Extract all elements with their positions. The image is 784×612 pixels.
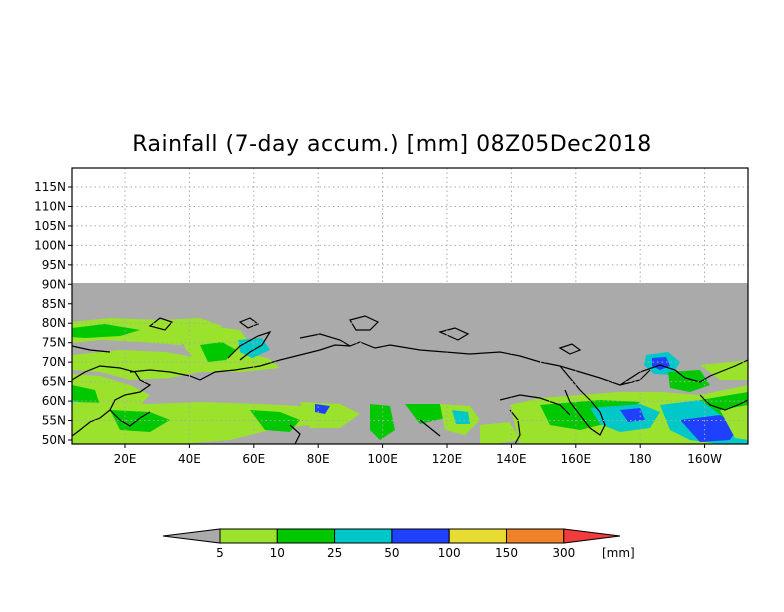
coastline-svalbard — [148, 317, 174, 331]
coastline-novaya-zemlya — [227, 330, 272, 361]
coastline-severnaya-zemlya — [349, 315, 380, 331]
rain-patch-siberia-2 — [370, 404, 395, 440]
coastline-lake-baikal — [419, 419, 441, 437]
coastline-okhotsk — [499, 394, 571, 416]
lat-tick-label: 60N — [42, 394, 66, 408]
lat-tick-label: 50N — [42, 433, 66, 447]
lon-tick-label: 180 — [629, 452, 652, 466]
lon-tick-label: 140E — [496, 452, 527, 466]
rain-patch-aleutian-blue — [680, 415, 740, 442]
coastline-greenland — [72, 345, 111, 353]
colorbar-segment — [506, 528, 565, 544]
lon-tick-label: 40E — [178, 452, 201, 466]
lat-tick-label: 65N — [42, 375, 66, 389]
coastline-wrangel — [558, 343, 582, 355]
rainfall-patches — [72, 318, 748, 444]
lon-tick-label: 160E — [561, 452, 592, 466]
colorbar-tick-label: 100 — [438, 546, 461, 560]
coastline-chukotka — [619, 359, 748, 386]
rain-patch-arctic-west-core — [72, 324, 140, 338]
coastlines — [72, 315, 748, 444]
coastline-caspian — [289, 424, 301, 444]
lat-tick-label: 85N — [42, 297, 66, 311]
colorbar-tick-label: 150 — [495, 546, 518, 560]
coastline-alaska — [699, 394, 748, 411]
colorbar-tick-label: 10 — [270, 546, 285, 560]
coastline-kola — [129, 369, 201, 381]
colorbar-tick-label: 25 — [327, 546, 342, 560]
lon-tick-label: 100E — [367, 452, 398, 466]
lat-tick-label: 70N — [42, 355, 66, 369]
gridlines — [72, 168, 748, 444]
plot-frame — [71, 167, 749, 445]
lat-tick-label: 75N — [42, 336, 66, 350]
colorbar-segment — [219, 528, 278, 544]
colorbar-segment — [391, 528, 450, 544]
coastline-russia-north — [199, 341, 651, 386]
colorbar-segment — [334, 528, 393, 544]
coastline-baltic — [109, 409, 151, 427]
colorbar-tick-label: 300 — [552, 546, 575, 560]
rain-patch-pacific-cyan — [590, 404, 660, 432]
colorbar-high-arrow — [563, 528, 621, 544]
lat-tick-label: 100N — [34, 238, 66, 252]
lat-tick-label: 55N — [42, 414, 66, 428]
lat-tick-label: 105N — [34, 219, 66, 233]
colorbar-segment — [448, 528, 508, 544]
lon-tick-label: 160W — [687, 452, 722, 466]
coastline-scandinavia — [72, 365, 152, 437]
colorbar-tick-label: 50 — [384, 546, 399, 560]
latitude-axis: 115N 110N 105N 100N 95N 90N 85N 80N 75N 70N 65N 60N… — [34, 180, 72, 447]
colorbar-unit-label: [mm] — [602, 546, 635, 560]
lat-tick-label: 115N — [34, 180, 66, 194]
rain-patch-alaska-light — [720, 405, 748, 440]
coastline-taymyr — [299, 333, 351, 347]
lat-tick-label: 95N — [42, 258, 66, 272]
colorbar-tick-label: 5 — [216, 546, 224, 560]
map-title: Rainfall (7-day accum.) [mm] 08Z05Dec201… — [132, 132, 652, 157]
map-layer — [72, 283, 748, 444]
colorbar-segment — [276, 528, 336, 544]
longitude-axis: 20E 40E 60E 80E 100E 120E 140E 160E 180 160W — [114, 444, 722, 466]
lat-tick-label: 80N — [42, 316, 66, 330]
rain-patch-siberia-blue — [315, 404, 330, 414]
rain-patch-pacific-blue-1 — [620, 408, 645, 422]
rain-patch-baikal-core — [452, 410, 470, 424]
lon-tick-label: 60E — [242, 452, 265, 466]
coastline-sakhalin — [509, 409, 521, 444]
lat-tick-label: 110N — [34, 199, 66, 213]
coastline-new-siberian-is — [438, 327, 470, 341]
lon-tick-label: 80E — [307, 452, 330, 466]
coastline-franz-josef — [238, 317, 260, 329]
lon-tick-label: 20E — [114, 452, 137, 466]
coastline-kamchatka — [559, 365, 606, 436]
rain-patch-amur — [480, 422, 520, 444]
rain-patch-bering — [668, 370, 710, 392]
lat-tick-label: 90N — [42, 277, 66, 291]
rain-patch-siberia-3 — [405, 404, 445, 424]
lon-tick-label: 120E — [432, 452, 463, 466]
colorbar: 5 10 25 50 100 150 300 [mm] — [162, 528, 635, 560]
colorbar-low-arrow — [162, 528, 221, 544]
rain-patch-barents-core — [200, 342, 236, 362]
